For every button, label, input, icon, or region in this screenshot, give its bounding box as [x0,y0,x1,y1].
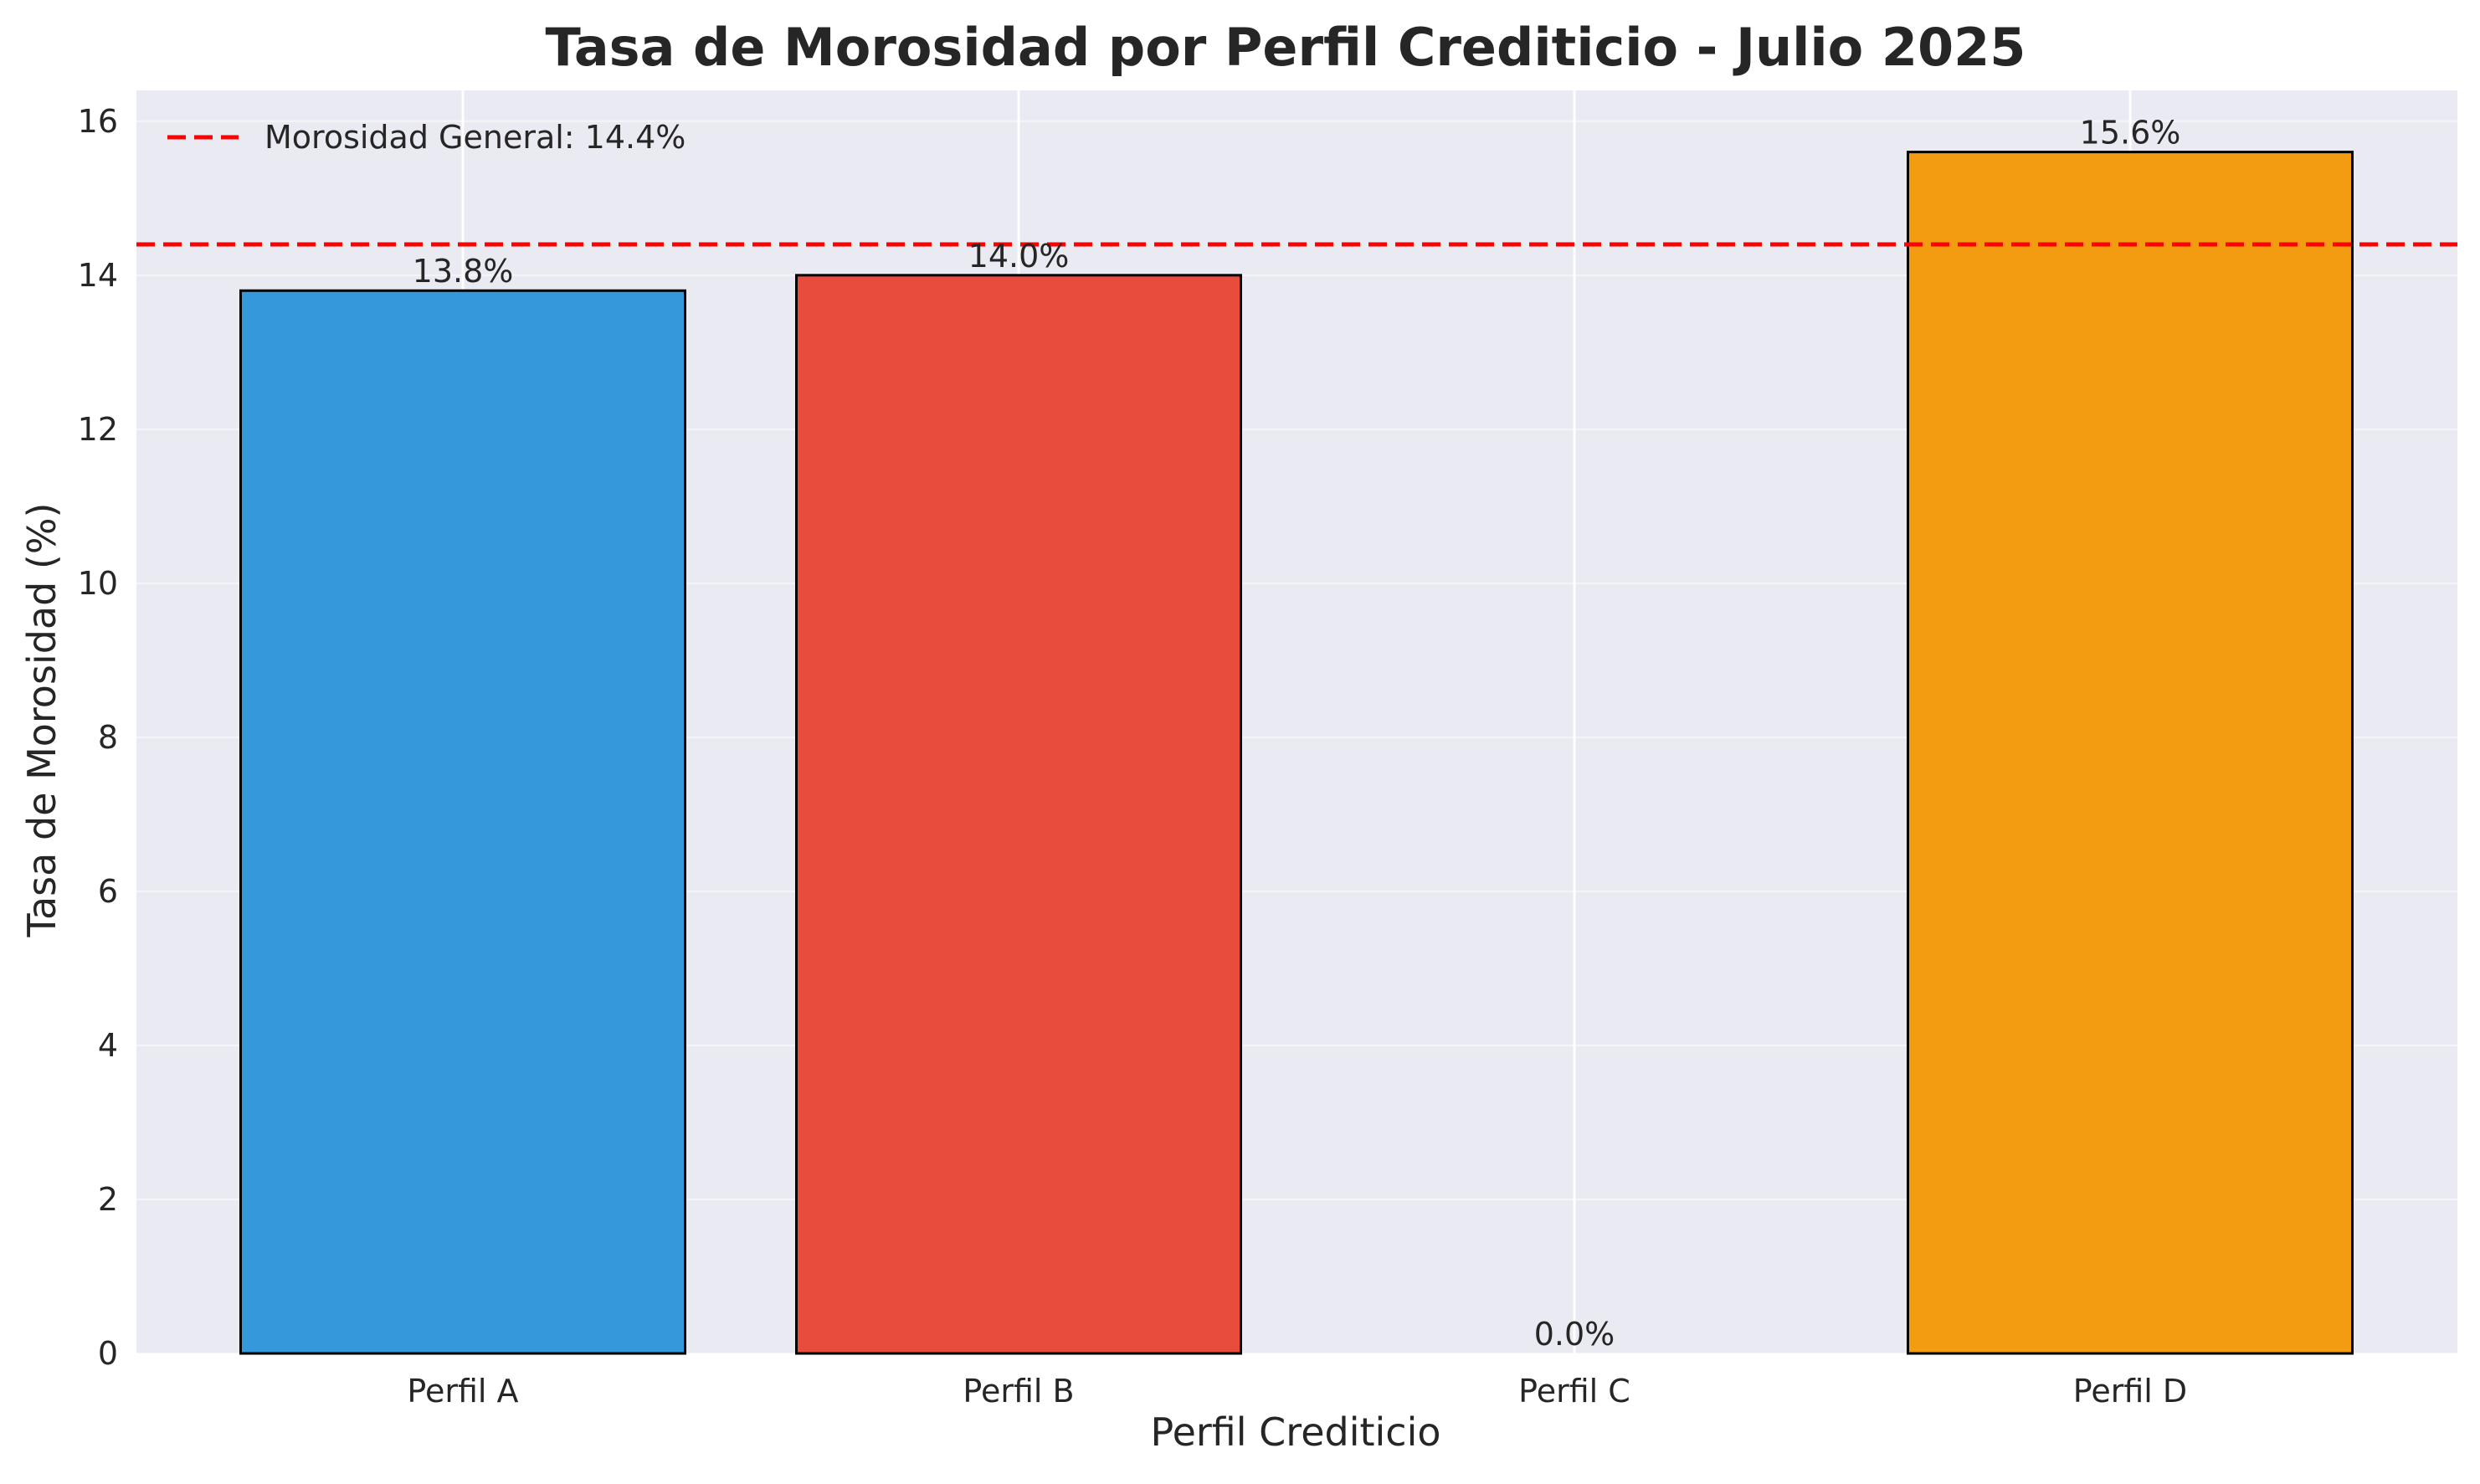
x-tick-label: Perfil B [963,1373,1074,1410]
bar-value-labels: 13.8% 14.0% 0.0% 15.6% [413,115,2181,1353]
y-tick-label: 16 [78,103,118,140]
x-axis-ticks: Perfil A Perfil B Perfil C Perfil D [407,1373,2187,1410]
y-tick-label: 12 [78,411,118,448]
y-axis-ticks: 0 2 4 6 8 10 12 14 16 [78,103,118,1372]
x-axis-label: Perfil Crediticio [1150,1410,1440,1455]
y-tick-label: 4 [98,1027,118,1064]
y-tick-label: 0 [98,1335,118,1372]
y-tick-label: 2 [98,1181,118,1218]
x-tick-label: Perfil C [1518,1373,1630,1410]
x-tick-label: Perfil D [2073,1373,2187,1410]
bar-value-label: 15.6% [2080,115,2181,151]
legend: Morosidad General: 14.4% [167,119,685,156]
y-axis-label: Tasa de Morosidad (%) [19,502,64,937]
chart-title: Tasa de Morosidad por Perfil Crediticio … [546,17,2026,78]
legend-label: Morosidad General: 14.4% [264,119,685,156]
x-tick-label: Perfil A [407,1373,518,1410]
y-tick-label: 10 [78,565,118,602]
bar-value-label: 14.0% [968,238,1070,275]
bar-value-label: 13.8% [413,253,514,290]
y-tick-label: 6 [98,873,118,910]
bar-perfil-d [1907,151,2354,1355]
bars [239,151,2354,1355]
bar-perfil-a [239,289,686,1355]
y-tick-label: 14 [78,257,118,294]
bar-perfil-b [795,274,1242,1355]
y-tick-label: 8 [98,719,118,756]
bar-value-label: 0.0% [1534,1316,1615,1353]
